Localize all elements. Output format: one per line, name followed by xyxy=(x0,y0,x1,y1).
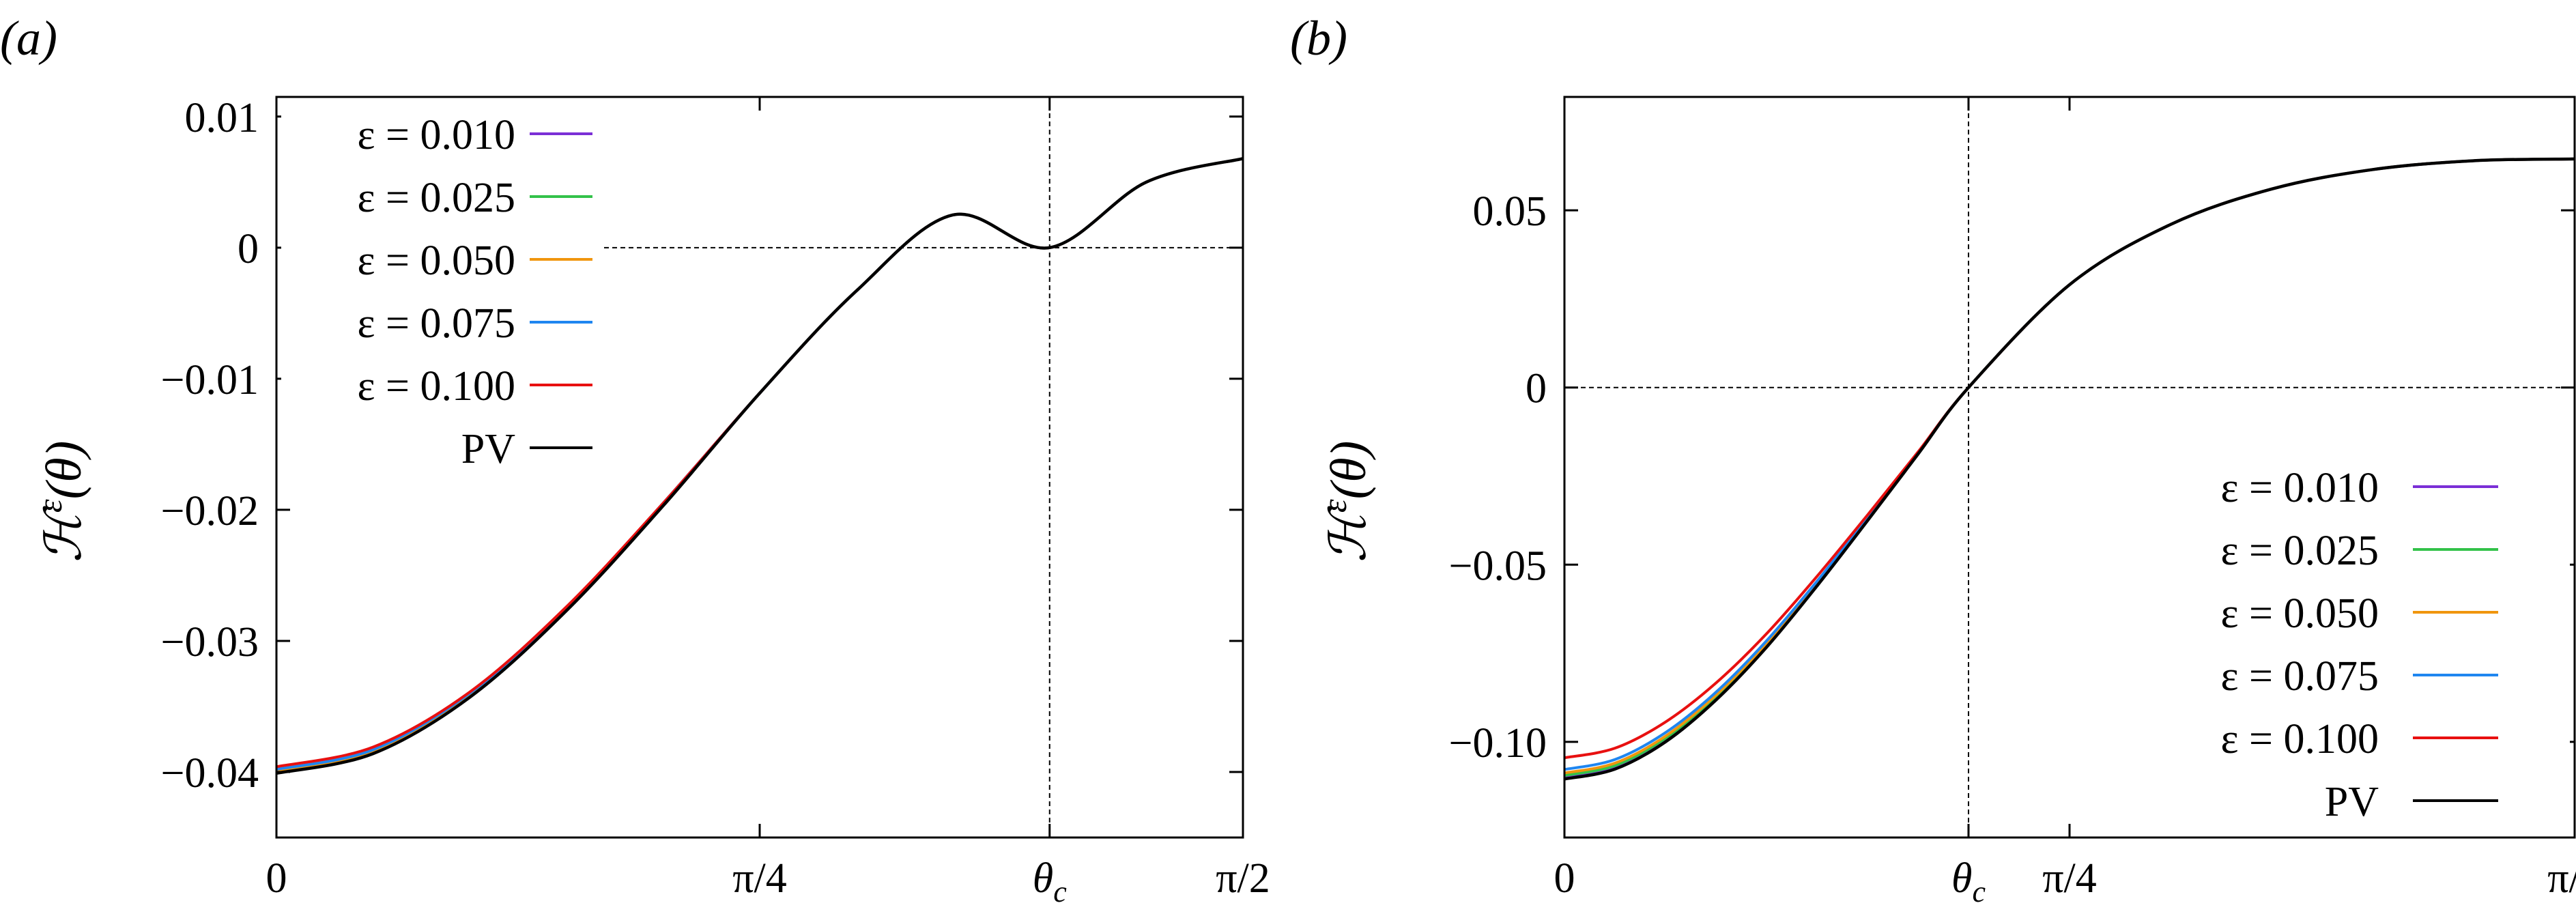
panel-a-yticks: 0.01 0 −0.01 −0.02 −0.03 −0.04 xyxy=(161,95,1243,797)
legend-entry: ε = 0.025 xyxy=(357,175,592,221)
legend-entry: ε = 0.075 xyxy=(357,300,592,347)
panel-b-ylabel-sup: ε xyxy=(1315,499,1354,513)
legend-label: ε = 0.010 xyxy=(357,112,515,158)
panel-a-legend-bg xyxy=(281,102,601,481)
legend-label: ε = 0.050 xyxy=(2220,590,2379,637)
y-tick-label: −0.04 xyxy=(161,750,259,797)
legend-entry: ε = 0.050 xyxy=(2220,590,2498,637)
x-tick-label: θc xyxy=(1951,855,1986,908)
x-tick-label: π/2 xyxy=(1216,855,1270,902)
panel-a-refline-group xyxy=(276,97,1243,838)
panel-a-ylabel-sup: ε xyxy=(31,499,69,513)
panel-b-legend: ε = 0.010 ε = 0.025 ε = 0.050 ε = 0.075 … xyxy=(2220,465,2498,825)
x-tick-label: π/4 xyxy=(732,855,787,902)
legend-entry: PV xyxy=(461,426,592,472)
y-tick-label: −0.10 xyxy=(1449,720,1547,767)
panel-a-tag: (a) xyxy=(0,11,57,66)
legend-label: PV xyxy=(2325,779,2379,825)
legend-label: PV xyxy=(461,426,515,472)
panel-b-ylabel-main: ℋ xyxy=(1321,505,1377,562)
legend-label: ε = 0.025 xyxy=(2220,528,2379,574)
panel-a-plot-area xyxy=(276,157,1244,775)
legend-label: ε = 0.025 xyxy=(357,175,515,221)
x-tick-label: π/4 xyxy=(2042,855,2097,902)
x-tick-label: 0 xyxy=(266,855,287,902)
panel-b-yticks: 0.05 0 −0.05 −0.10 xyxy=(1449,188,2575,767)
legend-entry: PV xyxy=(2325,779,2498,825)
y-tick-label: −0.05 xyxy=(1449,543,1547,589)
series-line-pv xyxy=(276,157,1244,775)
panel-b-ylabel-arg: (θ) xyxy=(1321,441,1377,500)
legend-entry: ε = 0.050 xyxy=(357,238,592,284)
legend-entry: ε = 0.010 xyxy=(2220,465,2498,511)
legend-label: ε = 0.100 xyxy=(2220,716,2379,762)
x-tick-label: π/2 xyxy=(2547,855,2576,902)
y-tick-label: 0.05 xyxy=(1473,188,1547,235)
panel-b-xticks: 0 θc π/4 π/2 xyxy=(1554,97,2576,908)
legend-label: ε = 0.100 xyxy=(357,363,515,410)
panel-b-ylabel: ℋε(θ) xyxy=(1315,441,1377,562)
legend-entry: ε = 0.025 xyxy=(2220,528,2498,574)
panel-a-xticks: 0 π/4 θc π/2 xyxy=(266,97,1270,908)
legend-label: ε = 0.075 xyxy=(357,300,515,347)
y-tick-label: 0 xyxy=(1526,366,1547,412)
panel-b-tag: (b) xyxy=(1290,11,1347,66)
x-tick-label: θc xyxy=(1033,855,1067,908)
legend-label: ε = 0.010 xyxy=(2220,465,2379,511)
y-tick-label: −0.03 xyxy=(161,619,259,665)
panel-a: (a) ℋε(θ) 0.01 0 −0.01 −0.02 −0.03 −0.04 0 π/4… xyxy=(0,11,1270,908)
y-tick-label: −0.02 xyxy=(161,488,259,534)
legend-entry: ε = 0.100 xyxy=(357,363,592,410)
legend-entry: ε = 0.100 xyxy=(2220,716,2498,762)
y-tick-label: 0 xyxy=(238,226,259,272)
series-line-pv xyxy=(1564,157,2575,781)
svg-text:ℋε(θ): ℋε(θ) xyxy=(31,441,92,562)
panel-b-refline-group xyxy=(1564,97,2575,838)
panel-b: (b) ℋε(θ) 0.05 0 −0.05 −0.10 0 θc π/4 π/2 ε = … xyxy=(1290,11,2576,908)
legend-label: ε = 0.050 xyxy=(357,238,515,284)
legend-label: ε = 0.075 xyxy=(2220,653,2379,700)
panel-b-plot-area xyxy=(1564,157,2575,781)
panel-a-legend: ε = 0.010 ε = 0.025 ε = 0.050 ε = 0.075 … xyxy=(357,112,592,472)
legend-entry: ε = 0.075 xyxy=(2220,653,2498,700)
panel-b-legend-bg xyxy=(2150,454,2570,833)
legend-entry: ε = 0.010 xyxy=(357,112,592,158)
panel-a-ylabel-arg: (θ) xyxy=(36,441,92,500)
x-tick-label: 0 xyxy=(1554,855,1575,902)
svg-text:ℋε(θ): ℋε(θ) xyxy=(1315,441,1377,562)
y-tick-label: −0.01 xyxy=(161,357,259,403)
panel-a-ylabel-main: ℋ xyxy=(36,505,92,562)
y-tick-label: 0.01 xyxy=(185,95,259,141)
panel-a-ylabel: ℋε(θ) xyxy=(31,441,92,562)
